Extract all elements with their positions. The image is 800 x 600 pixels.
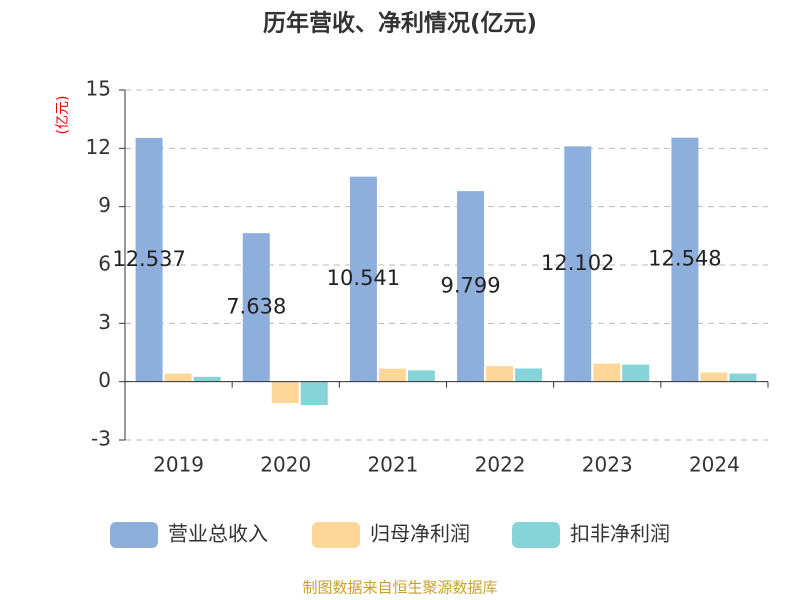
- y-tick-label: 0: [98, 368, 111, 392]
- bar: [593, 363, 621, 382]
- bar: [515, 368, 543, 382]
- legend-label: 营业总收入: [168, 522, 268, 546]
- bar: [193, 376, 221, 382]
- legend-swatch: [110, 522, 158, 548]
- source-note: 制图数据来自恒生聚源数据库: [302, 579, 497, 597]
- bar: [135, 137, 163, 382]
- bar: [271, 381, 299, 404]
- y-tick-label: 9: [98, 193, 111, 217]
- legend-swatch: [312, 522, 360, 548]
- y-tick-label: 12: [86, 135, 111, 159]
- data-label: 12.548: [648, 247, 721, 271]
- legend-swatch: [512, 522, 560, 548]
- data-label: 10.541: [327, 266, 400, 290]
- data-label: 12.537: [112, 247, 185, 271]
- bar: [622, 364, 650, 382]
- bar: [242, 233, 270, 382]
- y-tick-label: 15: [86, 77, 111, 101]
- bar: [164, 373, 192, 382]
- bar: [729, 373, 757, 382]
- y-tick-label: -3: [91, 427, 111, 451]
- x-tick-label: 2023: [582, 453, 633, 477]
- x-tick-label: 2022: [475, 453, 526, 477]
- x-tick-label: 2020: [260, 453, 311, 477]
- bar: [300, 381, 328, 405]
- bar: [457, 191, 485, 382]
- bar: [671, 137, 699, 382]
- bar: [700, 372, 728, 382]
- y-tick-label: 6: [98, 252, 111, 276]
- bar: [564, 146, 592, 382]
- legend-label: 扣非净利润: [570, 522, 670, 546]
- chart-title: 历年营收、净利情况(亿元): [263, 10, 537, 37]
- bar: [349, 176, 377, 382]
- x-tick-label: 2024: [689, 453, 740, 477]
- x-tick-label: 2019: [153, 453, 204, 477]
- bar: [486, 366, 514, 382]
- y-tick-label: 3: [98, 310, 111, 334]
- legend-label: 归母净利润: [370, 522, 470, 546]
- x-tick-label: 2021: [367, 453, 418, 477]
- bar: [407, 370, 435, 382]
- data-label: 12.102: [541, 251, 614, 275]
- data-label: 9.799: [441, 273, 501, 297]
- data-label: 7.638: [226, 294, 286, 318]
- bar: [378, 368, 406, 382]
- y-axis-label: (亿元): [55, 96, 71, 135]
